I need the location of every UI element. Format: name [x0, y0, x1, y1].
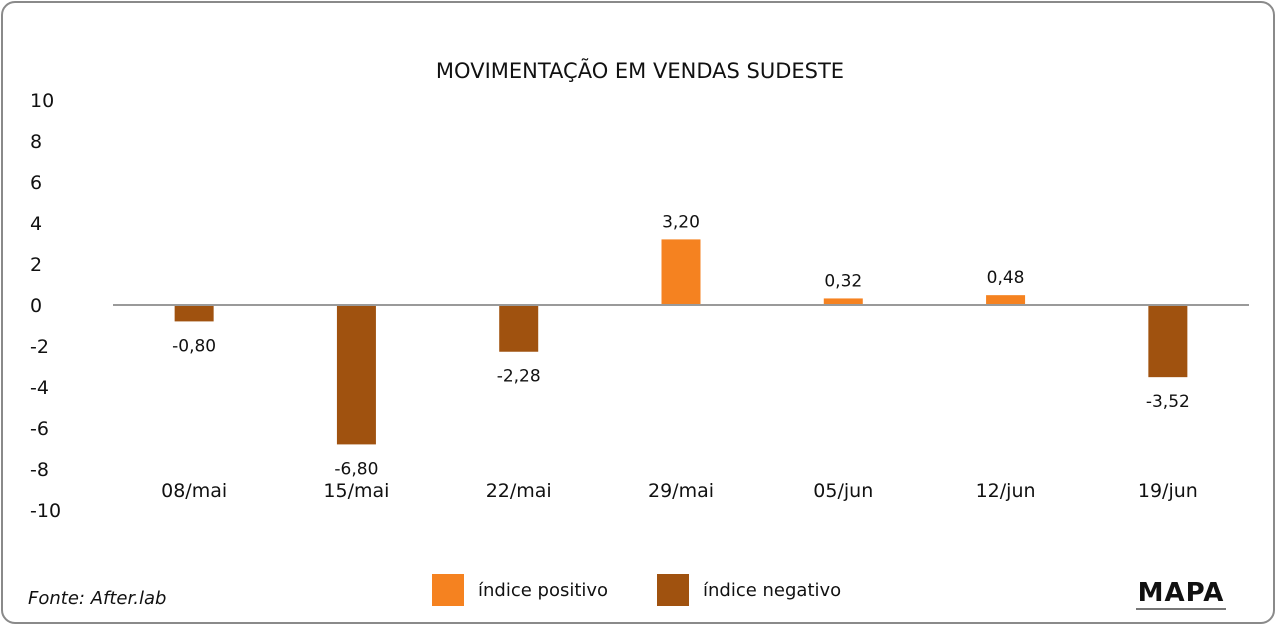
bar-29-mai	[661, 239, 701, 305]
data-label: -6,80	[334, 459, 378, 479]
legend-swatch-negative	[657, 574, 689, 606]
x-tick-label: 15/mai	[323, 480, 389, 502]
x-tick-label: 08/mai	[161, 480, 227, 502]
bar-12-jun	[986, 295, 1026, 305]
data-label: 3,20	[662, 212, 700, 232]
bar-15-mai	[336, 305, 376, 445]
bars	[174, 239, 1188, 445]
bar-08-mai	[174, 305, 214, 322]
source-note: Fonte: After.lab	[28, 588, 167, 609]
y-axis-ticks: 10 8 6 4 2 0 -2 -4 -6 -8 -10	[30, 90, 61, 522]
bar-22-mai	[499, 305, 539, 352]
legend-item-positive: índice positivo	[432, 574, 608, 606]
x-axis-labels: 08/mai 15/mai 22/mai 29/mai 05/jun 12/jun 19/j…	[161, 480, 1198, 502]
x-tick-label: 19/jun	[1138, 480, 1198, 502]
data-labels: -0,80 -6,80 -2,28 3,20 0,32 0,48 -3,52	[172, 212, 1190, 479]
legend-label-negative: índice negativo	[703, 579, 842, 601]
data-label: -3,52	[1146, 392, 1190, 412]
x-tick-label: 05/jun	[813, 480, 873, 502]
y-tick-label: -10	[30, 500, 61, 522]
x-tick-label: 22/mai	[486, 480, 552, 502]
y-tick-label: 8	[30, 131, 42, 153]
chart-title: MOVIMENTAÇÃO EM VENDAS SUDESTE	[436, 57, 844, 83]
data-label: 0,48	[987, 268, 1025, 288]
data-label: -0,80	[172, 336, 216, 356]
bar-05-jun	[823, 298, 863, 305]
legend-swatch-positive	[432, 574, 464, 606]
x-tick-label: 29/mai	[648, 480, 714, 502]
legend-label-positive: índice positivo	[478, 579, 609, 601]
y-tick-label: -2	[30, 336, 49, 358]
data-label: -2,28	[497, 367, 541, 387]
bar-19-jun	[1148, 305, 1188, 378]
mapa-logo: MAPA	[1136, 580, 1226, 610]
data-label: 0,32	[824, 271, 862, 291]
y-tick-label: 2	[30, 254, 42, 276]
logo-wordmark: MAPA	[1137, 578, 1225, 608]
y-tick-label: 0	[30, 295, 42, 317]
y-tick-label: -4	[30, 377, 49, 399]
y-tick-label: -8	[30, 459, 49, 481]
y-tick-label: 4	[30, 213, 42, 235]
y-tick-label: 10	[30, 90, 54, 112]
logo-tagline-bar	[1136, 608, 1226, 610]
y-tick-label: -6	[30, 418, 49, 440]
y-tick-label: 6	[30, 172, 42, 194]
x-tick-label: 12/jun	[976, 480, 1036, 502]
legend-item-negative: índice negativo	[657, 574, 841, 606]
